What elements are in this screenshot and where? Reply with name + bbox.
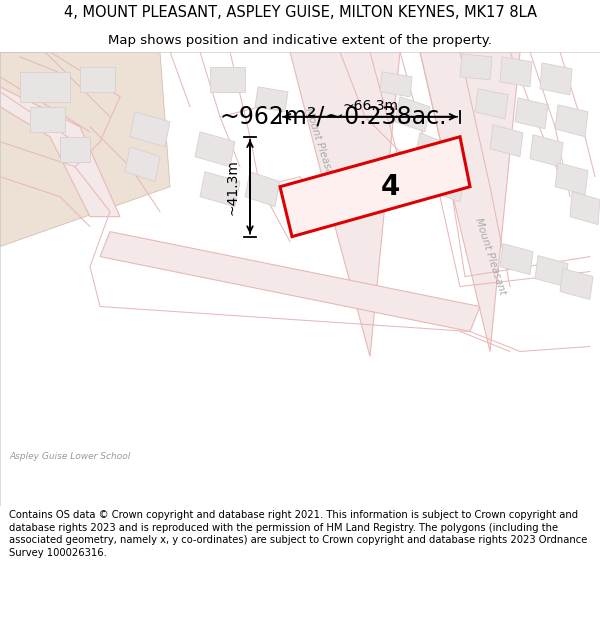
- Polygon shape: [500, 57, 532, 87]
- Polygon shape: [125, 147, 160, 182]
- Polygon shape: [200, 172, 240, 207]
- Polygon shape: [20, 72, 70, 102]
- Polygon shape: [290, 52, 400, 356]
- Polygon shape: [380, 72, 412, 97]
- Text: Aspley Guise Lower School: Aspley Guise Lower School: [10, 452, 131, 461]
- Polygon shape: [490, 125, 523, 157]
- Text: 4: 4: [381, 173, 400, 201]
- Text: 4, MOUNT PLEASANT, ASPLEY GUISE, MILTON KEYNES, MK17 8LA: 4, MOUNT PLEASANT, ASPLEY GUISE, MILTON …: [64, 6, 536, 21]
- Polygon shape: [30, 107, 65, 132]
- Polygon shape: [535, 256, 568, 286]
- Polygon shape: [255, 87, 288, 112]
- Polygon shape: [100, 232, 480, 331]
- Polygon shape: [560, 269, 593, 299]
- Text: Contains OS data © Crown copyright and database right 2021. This information is : Contains OS data © Crown copyright and d…: [9, 510, 587, 558]
- Polygon shape: [420, 52, 520, 351]
- Polygon shape: [555, 105, 588, 137]
- Polygon shape: [460, 54, 492, 80]
- Polygon shape: [475, 89, 508, 119]
- Polygon shape: [515, 98, 548, 129]
- Text: Mount Pleasant: Mount Pleasant: [303, 107, 337, 186]
- Text: ~962m²/~0.238ac.: ~962m²/~0.238ac.: [220, 105, 448, 129]
- Polygon shape: [195, 132, 235, 167]
- Polygon shape: [500, 244, 533, 274]
- Polygon shape: [0, 52, 170, 247]
- Text: ~66.3m: ~66.3m: [342, 99, 398, 112]
- Polygon shape: [245, 172, 280, 207]
- Text: ~41.3m: ~41.3m: [226, 159, 240, 214]
- Polygon shape: [540, 63, 572, 95]
- Polygon shape: [0, 87, 120, 217]
- Polygon shape: [280, 137, 470, 237]
- Text: Map shows position and indicative extent of the property.: Map shows position and indicative extent…: [108, 34, 492, 47]
- Polygon shape: [130, 112, 170, 147]
- Polygon shape: [80, 67, 115, 92]
- Polygon shape: [570, 192, 600, 224]
- Polygon shape: [210, 67, 245, 92]
- Polygon shape: [555, 162, 588, 194]
- Polygon shape: [430, 165, 465, 202]
- Polygon shape: [60, 137, 90, 162]
- Polygon shape: [530, 135, 563, 167]
- Polygon shape: [415, 132, 450, 169]
- Polygon shape: [395, 97, 430, 132]
- Text: Mount Pleasant: Mount Pleasant: [473, 217, 507, 296]
